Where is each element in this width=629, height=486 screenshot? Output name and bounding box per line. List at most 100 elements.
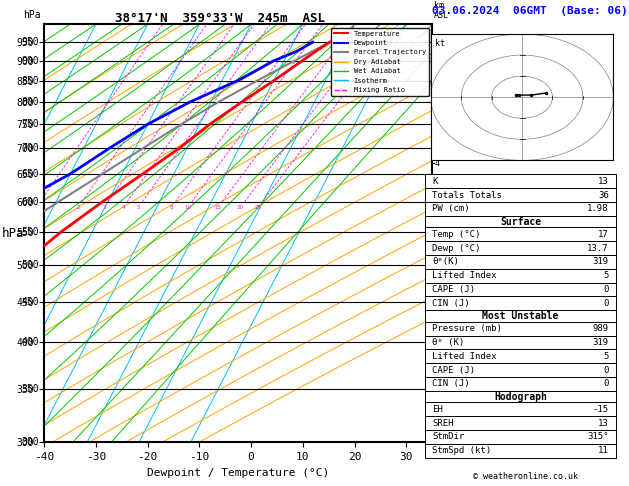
Text: kt: kt [435, 39, 445, 48]
Text: CAPE (J): CAPE (J) [432, 285, 476, 294]
Bar [425, 227, 616, 241]
Bar [425, 322, 616, 336]
Text: 10: 10 [184, 205, 191, 210]
Bar [425, 269, 616, 282]
Text: 0: 0 [603, 299, 609, 308]
Text: 319: 319 [593, 258, 609, 266]
Bar [425, 282, 616, 296]
Bar [425, 296, 616, 310]
Bar [425, 430, 616, 444]
Text: θᵉ(K): θᵉ(K) [432, 258, 459, 266]
Legend: Temperature, Dewpoint, Parcel Trajectory, Dry Adiabat, Wet Adiabat, Isotherm, Mi: Temperature, Dewpoint, Parcel Trajectory… [331, 28, 429, 96]
Text: 6: 6 [435, 228, 440, 238]
Text: 1.98: 1.98 [587, 205, 609, 213]
Text: Surface: Surface [500, 217, 541, 226]
Text: 03.06.2024  06GMT  (Base: 06): 03.06.2024 06GMT (Base: 06) [432, 6, 628, 16]
Bar [425, 444, 616, 457]
Text: 1: 1 [435, 68, 440, 77]
Text: 600: 600 [21, 197, 39, 207]
Text: Hodograph: Hodograph [494, 392, 547, 401]
Bar [425, 377, 616, 391]
Text: 11: 11 [598, 446, 609, 455]
X-axis label: Dewpoint / Temperature (°C): Dewpoint / Temperature (°C) [147, 468, 329, 478]
Text: 0: 0 [603, 380, 609, 388]
Text: Temp (°C): Temp (°C) [432, 230, 481, 239]
Text: PW (cm): PW (cm) [432, 205, 470, 213]
Text: Lifted Index: Lifted Index [432, 352, 497, 361]
Text: 13: 13 [598, 177, 609, 186]
Text: 800: 800 [21, 97, 39, 107]
Bar [425, 174, 616, 188]
Text: 5: 5 [603, 352, 609, 361]
Text: 989: 989 [593, 324, 609, 333]
Text: 900: 900 [21, 56, 39, 66]
Text: 3: 3 [103, 205, 106, 210]
Text: 8: 8 [435, 310, 440, 318]
Text: © weatheronline.co.uk: © weatheronline.co.uk [473, 472, 577, 481]
Bar [425, 416, 616, 430]
Text: CIN (J): CIN (J) [432, 380, 470, 388]
Text: 650: 650 [21, 169, 39, 179]
Text: 0: 0 [603, 365, 609, 375]
Text: 15: 15 [214, 205, 221, 210]
Bar [425, 255, 616, 269]
Text: 400: 400 [21, 337, 39, 347]
Text: StmDir: StmDir [432, 433, 464, 441]
Bar [425, 310, 616, 322]
Text: 4: 4 [435, 159, 440, 168]
Text: 2: 2 [435, 97, 440, 106]
Text: 17: 17 [598, 230, 609, 239]
Text: 700: 700 [21, 143, 39, 153]
Text: Most Unstable: Most Unstable [482, 311, 559, 321]
Text: 13: 13 [598, 418, 609, 428]
Text: 5: 5 [435, 192, 440, 202]
Text: -15: -15 [593, 405, 609, 414]
Text: 750: 750 [21, 119, 39, 129]
Text: EH: EH [432, 405, 443, 414]
Text: 5: 5 [603, 271, 609, 280]
Text: hPa: hPa [23, 10, 40, 20]
Bar [425, 402, 616, 416]
Text: LCL: LCL [435, 37, 450, 47]
Bar [425, 349, 616, 363]
Text: StmSpd (kt): StmSpd (kt) [432, 446, 491, 455]
Bar [425, 336, 616, 349]
Text: 300: 300 [21, 437, 39, 447]
Text: θᵉ (K): θᵉ (K) [432, 338, 464, 347]
Text: 450: 450 [21, 296, 39, 307]
Text: 550: 550 [21, 227, 39, 237]
Bar [425, 188, 616, 202]
Text: 4: 4 [121, 205, 125, 210]
Bar [425, 216, 616, 227]
Bar [425, 363, 616, 377]
Text: Pressure (mb): Pressure (mb) [432, 324, 502, 333]
Text: SREH: SREH [432, 418, 454, 428]
Text: 315°: 315° [587, 433, 609, 441]
Text: 25: 25 [255, 205, 262, 210]
Text: km
ASL: km ASL [434, 0, 449, 20]
Bar [425, 202, 616, 216]
Text: Mixing Ratio (g/kg): Mixing Ratio (g/kg) [434, 186, 443, 281]
Text: 500: 500 [21, 260, 39, 270]
Text: 36: 36 [598, 191, 609, 200]
Text: 8: 8 [169, 205, 173, 210]
Text: Dewp (°C): Dewp (°C) [432, 243, 481, 253]
Text: 38°17'N  359°33'W  245m  ASL: 38°17'N 359°33'W 245m ASL [115, 12, 325, 25]
Text: 350: 350 [21, 384, 39, 394]
Text: 319: 319 [593, 338, 609, 347]
Text: 13.7: 13.7 [587, 243, 609, 253]
Text: 2: 2 [76, 205, 80, 210]
Bar [425, 391, 616, 402]
Text: Totals Totals: Totals Totals [432, 191, 502, 200]
Text: 950: 950 [21, 37, 39, 47]
Text: K: K [432, 177, 438, 186]
Text: 7: 7 [435, 267, 440, 277]
Text: Lifted Index: Lifted Index [432, 271, 497, 280]
Text: 3: 3 [435, 127, 440, 136]
Bar [425, 241, 616, 255]
Text: 850: 850 [21, 76, 39, 86]
Text: 5: 5 [136, 205, 140, 210]
Text: 20: 20 [237, 205, 244, 210]
Text: 0: 0 [603, 285, 609, 294]
Text: CIN (J): CIN (J) [432, 299, 470, 308]
